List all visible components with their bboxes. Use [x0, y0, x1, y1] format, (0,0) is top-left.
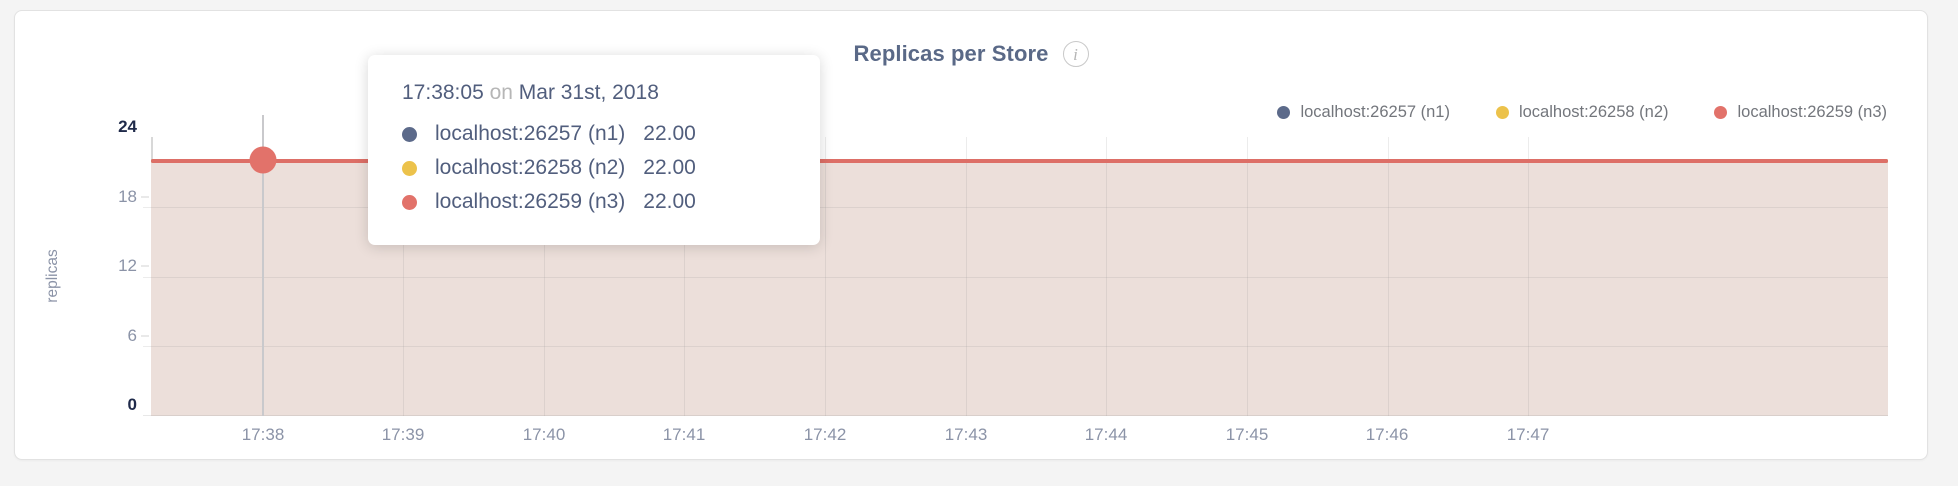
- chart-legend: localhost:26257 (n1) localhost:26258 (n2…: [1277, 103, 1887, 122]
- vgridline-1741: [684, 137, 686, 416]
- y-tick-mark-6: [141, 335, 149, 336]
- tooltip-value-n1: 22.00: [643, 122, 696, 145]
- tooltip-swatch-icon-n3: [402, 194, 417, 210]
- x-tick-label-6: 17:44: [1084, 425, 1128, 444]
- tooltip-swatch-icon-n2: [402, 160, 417, 176]
- y-tick-mark-12: [141, 265, 149, 267]
- hover-data-point-marker[interactable]: [249, 146, 277, 174]
- x-tick-label-8: 17:46: [1365, 425, 1409, 444]
- tooltip-header: 17:38:05 on Mar 31st, 2018: [368, 81, 820, 117]
- chart-header: Replicas per Store i: [15, 41, 1927, 67]
- x-tick-label-5: 17:43: [944, 425, 988, 444]
- vgridline-1745: [1247, 137, 1249, 416]
- tooltip-row-n2: localhost:26258 (n2) 22.00: [368, 151, 820, 185]
- y-tick-label-12: 12: [118, 256, 137, 275]
- plot-area[interactable]: [143, 115, 1888, 416]
- chart-tooltip: 17:38:05 on Mar 31st, 2018 localhost:262…: [368, 55, 820, 245]
- gridline-0-baseline: [143, 415, 1888, 416]
- page-title: Replicas per Store: [853, 41, 1049, 66]
- vgridline-1740: [543, 137, 545, 416]
- vgridline-1739: [402, 137, 404, 416]
- legend-item-n3[interactable]: localhost:26259 (n3): [1714, 103, 1887, 122]
- chart-card: Replicas per Store i localhost:26257 (n1…: [14, 10, 1928, 460]
- legend-label-n1: localhost:26257 (n1): [1300, 103, 1450, 121]
- vgridline-1742: [824, 137, 826, 416]
- vgridline-1747: [1528, 137, 1530, 416]
- tooltip-value-n2: 22.00: [643, 156, 696, 179]
- y-tick-label-6: 6: [127, 325, 137, 345]
- series-line-n3: [151, 158, 1888, 163]
- vgridline-1743: [965, 137, 967, 416]
- y-tick-label-0: 0: [127, 395, 137, 414]
- gridline-12: [143, 276, 1888, 278]
- x-tick-label-9: 17:47: [1506, 425, 1550, 444]
- legend-swatch-icon-n3: [1714, 106, 1728, 119]
- tooltip-name-n1: localhost:26257 (n1): [435, 122, 626, 145]
- tooltip-swatch-icon-n1: [402, 126, 417, 142]
- legend-label-n2: localhost:26258 (n2): [1518, 103, 1669, 121]
- tooltip-time: 17:38:05: [402, 81, 484, 104]
- x-tick-label-2: 17:40: [522, 425, 566, 444]
- x-tick-label-0: 17:38: [241, 425, 285, 444]
- legend-item-n1[interactable]: localhost:26257 (n1): [1277, 103, 1450, 122]
- tooltip-row-n1: localhost:26257 (n1) 22.00: [368, 117, 820, 151]
- hover-crosshair-line: [262, 115, 265, 416]
- x-tick-label-3: 17:41: [662, 425, 706, 444]
- y-tick-mark-18: [141, 196, 149, 197]
- tooltip-row-n3: localhost:26259 (n3) 22.00: [368, 185, 820, 219]
- tooltip-name-n2: localhost:26258 (n2): [435, 156, 626, 179]
- gridline-18: [143, 206, 1888, 208]
- info-icon[interactable]: i: [1062, 41, 1089, 67]
- legend-swatch-icon-n2: [1495, 106, 1509, 119]
- y-axis-title: replicas: [44, 249, 61, 303]
- legend-swatch-icon-n1: [1277, 106, 1291, 119]
- x-tick-label-1: 17:39: [381, 425, 425, 444]
- tooltip-name-n3: localhost:26259 (n3): [435, 190, 626, 213]
- tooltip-value-n3: 22.00: [643, 190, 696, 213]
- vgridline-1746: [1387, 137, 1389, 416]
- y-tick-label-18: 18: [118, 186, 137, 206]
- legend-item-n2[interactable]: localhost:26258 (n2): [1495, 103, 1669, 122]
- legend-label-n3: localhost:26259 (n3): [1737, 103, 1887, 121]
- gridline-6: [143, 346, 1888, 348]
- tooltip-date: Mar 31st, 2018: [518, 81, 659, 104]
- tooltip-connector: on: [489, 81, 513, 104]
- vgridline-1744: [1106, 137, 1108, 416]
- x-tick-label-7: 17:45: [1225, 425, 1269, 444]
- y-tick-label-24: 24: [118, 117, 137, 136]
- x-tick-label-4: 17:42: [803, 425, 847, 444]
